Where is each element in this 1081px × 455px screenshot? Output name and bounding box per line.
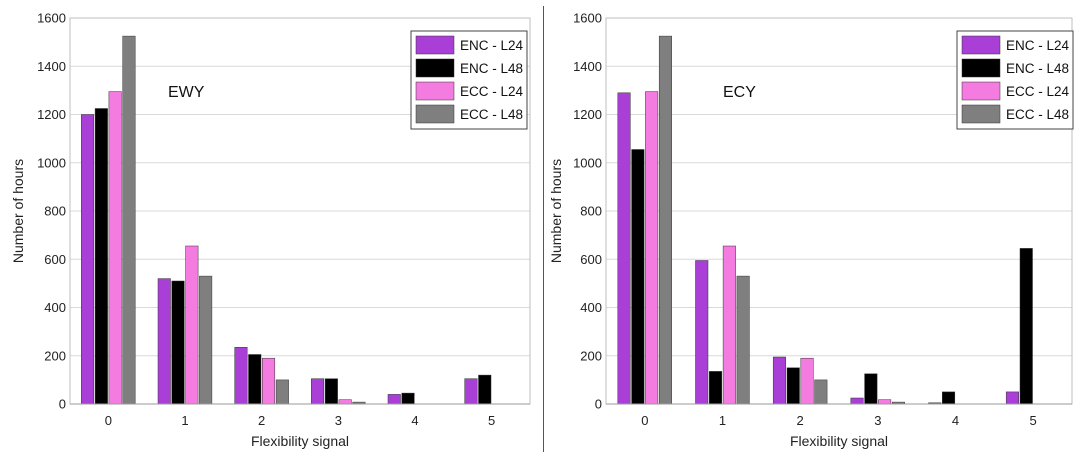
x-tick-label: 3	[874, 413, 881, 428]
y-tick-label: 600	[44, 252, 66, 267]
bar-ecc-l24-cat-0	[108, 91, 122, 405]
y-tick-label: 0	[595, 397, 602, 412]
legend-label: ENC - L48	[1006, 61, 1069, 76]
y-tick-label: 400	[580, 300, 602, 315]
chart-left-ewy: 0 200 400 600 800 1000 1200 1400 1600 0 1 2 3 4 5 Flexi…	[10, 11, 531, 449]
bar-enc-l48-cat-4	[401, 392, 415, 405]
bar-enc-l48-cat-3	[864, 373, 878, 405]
bar-enc-l24-cat-1	[157, 278, 171, 405]
y-tick-label: 1600	[37, 11, 66, 26]
bar-ecc-l24-cat-0	[645, 91, 659, 405]
legend-swatch	[961, 58, 1001, 78]
bar-enc-l48-cat-0	[94, 108, 108, 405]
y-tick-label: 600	[580, 252, 602, 267]
bar-enc-l24-cat-0	[81, 114, 95, 405]
bar-enc-l24-cat-4	[387, 394, 401, 405]
x-tick-label: 1	[719, 413, 726, 428]
legend-swatch	[961, 104, 1001, 124]
x-tick-label: 0	[105, 413, 112, 428]
legend-label: ENC - L24	[1006, 38, 1070, 53]
y-tick-label: 800	[580, 204, 602, 219]
bar-enc-l24-cat-1	[695, 260, 709, 405]
x-tick-label: 1	[181, 413, 188, 428]
bar-enc-l24-cat-5	[464, 378, 478, 405]
y-tick-label: 1400	[37, 59, 66, 74]
bar-ecc-l48-cat-0	[658, 35, 672, 405]
bar-ecc-l48-cat-2	[275, 379, 289, 405]
y-tick-label: 0	[59, 397, 66, 412]
legend-swatch	[961, 35, 1001, 55]
y-tick-label: 400	[44, 300, 66, 315]
chart-annotation: EWY	[168, 84, 205, 101]
x-axis-title: Flexibility signal	[790, 433, 888, 449]
legend-label: ECC - L24	[1006, 84, 1070, 99]
x-tick-label: 2	[258, 413, 265, 428]
bar-enc-l24-cat-5	[1005, 391, 1019, 405]
y-tick-label: 1000	[573, 155, 602, 170]
bar-ecc-l24-cat-1	[185, 245, 199, 405]
x-axis-title: Flexibility signal	[251, 433, 349, 449]
bar-enc-l48-cat-1	[171, 280, 185, 405]
y-axis-title: Number of hours	[548, 159, 564, 263]
y-tick-label: 1200	[573, 107, 602, 122]
legend-swatch	[415, 58, 455, 78]
x-tick-label: 0	[641, 413, 648, 428]
legend-label: ECC - L48	[1006, 107, 1069, 122]
bar-ecc-l24-cat-2	[262, 357, 276, 405]
x-tick-label: 2	[797, 413, 804, 428]
bar-ecc-l48-cat-1	[736, 275, 750, 405]
bar-enc-l48-cat-3	[324, 378, 338, 405]
x-tick-label: 5	[1030, 413, 1037, 428]
bar-enc-l48-cat-5	[1019, 248, 1033, 405]
bar-enc-l24-cat-2	[772, 356, 786, 405]
bar-ecc-l24-cat-3	[338, 399, 352, 405]
legend-swatch	[415, 104, 455, 124]
chart-right-ecy: 0 200 400 600 800 1000 1200 1400 1600 0 1 2 3 4 5 Flexi…	[548, 11, 1074, 449]
legend-label: ENC - L48	[460, 61, 523, 76]
bar-ecc-l24-cat-2	[800, 357, 814, 405]
bar-ecc-l48-cat-2	[814, 379, 828, 405]
bar-enc-l24-cat-2	[234, 347, 248, 405]
y-tick-label: 1600	[573, 11, 602, 26]
bar-enc-l48-cat-5	[478, 374, 492, 405]
panel-divider	[543, 6, 544, 452]
bar-enc-l24-cat-3	[311, 378, 325, 405]
bar-enc-l48-cat-2	[786, 367, 800, 405]
bar-enc-l48-cat-0	[631, 149, 645, 405]
bar-ecc-l48-cat-1	[199, 275, 213, 405]
bar-ecc-l48-cat-0	[122, 35, 136, 405]
bar-enc-l24-cat-0	[617, 92, 631, 405]
legend-label: ECC - L48	[460, 107, 523, 122]
chart-annotation: ECY	[723, 84, 756, 101]
bar-enc-l48-cat-1	[709, 371, 723, 405]
bar-enc-l48-cat-2	[248, 354, 262, 405]
y-tick-label: 200	[580, 348, 602, 363]
x-tick-label: 3	[335, 413, 342, 428]
legend-label: ENC - L24	[460, 38, 524, 53]
x-tick-label: 5	[488, 413, 495, 428]
y-axis-title: Number of hours	[10, 159, 26, 263]
bar-enc-l48-cat-4	[942, 391, 956, 405]
y-tick-label: 200	[44, 348, 66, 363]
legend-swatch	[415, 35, 455, 55]
legend-swatch	[961, 81, 1001, 101]
legend-swatch	[415, 81, 455, 101]
legend-label: ECC - L24	[460, 84, 524, 99]
y-tick-label: 1200	[37, 107, 66, 122]
y-tick-label: 1400	[573, 59, 602, 74]
x-tick-label: 4	[411, 413, 418, 428]
x-tick-label: 4	[952, 413, 959, 428]
bar-enc-l24-cat-3	[850, 397, 864, 405]
y-tick-label: 800	[44, 204, 66, 219]
bar-ecc-l24-cat-1	[722, 245, 736, 405]
bar-ecc-l24-cat-3	[878, 399, 892, 405]
y-tick-label: 1000	[37, 155, 66, 170]
